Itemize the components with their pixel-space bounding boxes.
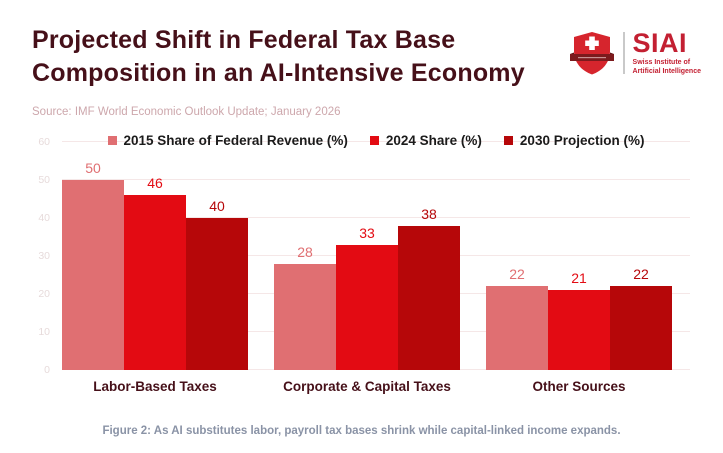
bar-group: 22 21 22 — [486, 142, 672, 370]
swiss-shield-icon — [569, 32, 614, 75]
bar-value-label: 22 — [509, 266, 525, 283]
legend-marker — [503, 136, 513, 145]
page-title: Projected Shift in Federal Tax Base Comp… — [32, 24, 572, 90]
logo-subtitle-line2: Artificial Intelligence — [632, 67, 701, 75]
bar — [274, 263, 336, 370]
bar-cell: 38 — [398, 142, 460, 370]
bar-cell: 46 — [124, 142, 186, 370]
y-tick-label: 20 — [38, 288, 50, 300]
bar — [186, 218, 248, 370]
bar — [62, 180, 124, 370]
figure-caption: Figure 2: As AI substitutes labor, payro… — [102, 425, 621, 437]
legend-label: 2024 Share (%) — [385, 133, 482, 148]
bar — [398, 225, 460, 370]
plot-area: 50 46 40 28 33 38 22 21 22 0 10 20 30 40 50 60 — [38, 136, 690, 376]
y-tick-label: 10 — [38, 326, 50, 338]
bar-cell: 22 — [610, 142, 672, 370]
bar-value-label: 50 — [85, 160, 101, 176]
bar — [336, 244, 398, 370]
y-tick-label: 0 — [44, 364, 50, 376]
category-label: Corporate & Capital Taxes — [283, 379, 451, 394]
bar-value-label: 22 — [633, 266, 649, 283]
legend-marker — [369, 136, 379, 145]
bar — [486, 286, 548, 370]
logo-divider — [622, 32, 625, 75]
chart-legend: 2015 Share of Federal Revenue (%) 2024 Sh… — [62, 133, 690, 148]
category-axis: Labor-Based Taxes Corporate & Capital Tax… — [62, 379, 690, 394]
y-tick-label: 60 — [38, 136, 50, 148]
bar-value-label: 33 — [359, 224, 375, 241]
legend-item: 2030 Projection (%) — [503, 133, 645, 148]
bar — [610, 286, 672, 370]
bar-value-label: 38 — [421, 205, 437, 222]
bar — [124, 195, 186, 370]
bars-row: 50 46 40 28 33 38 22 21 22 — [62, 142, 690, 370]
source-note: Source: IMF World Economic Outlook Updat… — [32, 106, 341, 118]
logo-subtitle-line1: Swiss Institute of — [632, 59, 691, 66]
y-tick-label: 30 — [38, 250, 50, 262]
legend-item: 2024 Share (%) — [369, 133, 482, 148]
bar — [548, 290, 610, 370]
gridline — [62, 217, 690, 218]
legend-item: 2015 Share of Federal Revenue (%) — [107, 133, 348, 148]
logo-text: SIAI Swiss Institute of Artificial Intel… — [633, 30, 701, 77]
bar-cell: 21 — [548, 142, 610, 370]
y-tick-label: 50 — [38, 174, 50, 186]
y-tick-label: 40 — [38, 212, 50, 224]
bar-cell: 28 — [274, 142, 336, 370]
title-line-1: Projected Shift in Federal Tax Base — [32, 26, 456, 54]
category-label: Labor-Based Taxes — [93, 379, 217, 394]
bar-value-label: 21 — [571, 270, 587, 287]
logo-acronym: SIAI — [632, 28, 688, 58]
bar-value-label: 28 — [297, 243, 313, 260]
bar-cell: 40 — [186, 142, 248, 370]
bar-group: 28 33 38 — [274, 142, 460, 370]
bar-cell: 22 — [486, 142, 548, 370]
title-line-2: Composition in an AI-Intensive Economy — [32, 59, 525, 87]
bar-cell: 33 — [336, 142, 398, 370]
legend-marker — [107, 136, 117, 145]
category-label: Other Sources — [532, 379, 626, 394]
siai-logo: SIAI Swiss Institute of Artificial Intel… — [569, 30, 701, 77]
legend-label: 2015 Share of Federal Revenue (%) — [123, 133, 348, 148]
logo-subtitle: Swiss Institute of Artificial Intelligen… — [633, 59, 701, 77]
legend-label: 2030 Projection (%) — [519, 133, 645, 148]
bar-group: 50 46 40 — [62, 142, 248, 370]
bar-value-label: 46 — [147, 175, 163, 192]
bar-cell: 50 — [62, 142, 124, 370]
gridline — [62, 179, 690, 180]
bar-value-label: 40 — [209, 198, 225, 214]
